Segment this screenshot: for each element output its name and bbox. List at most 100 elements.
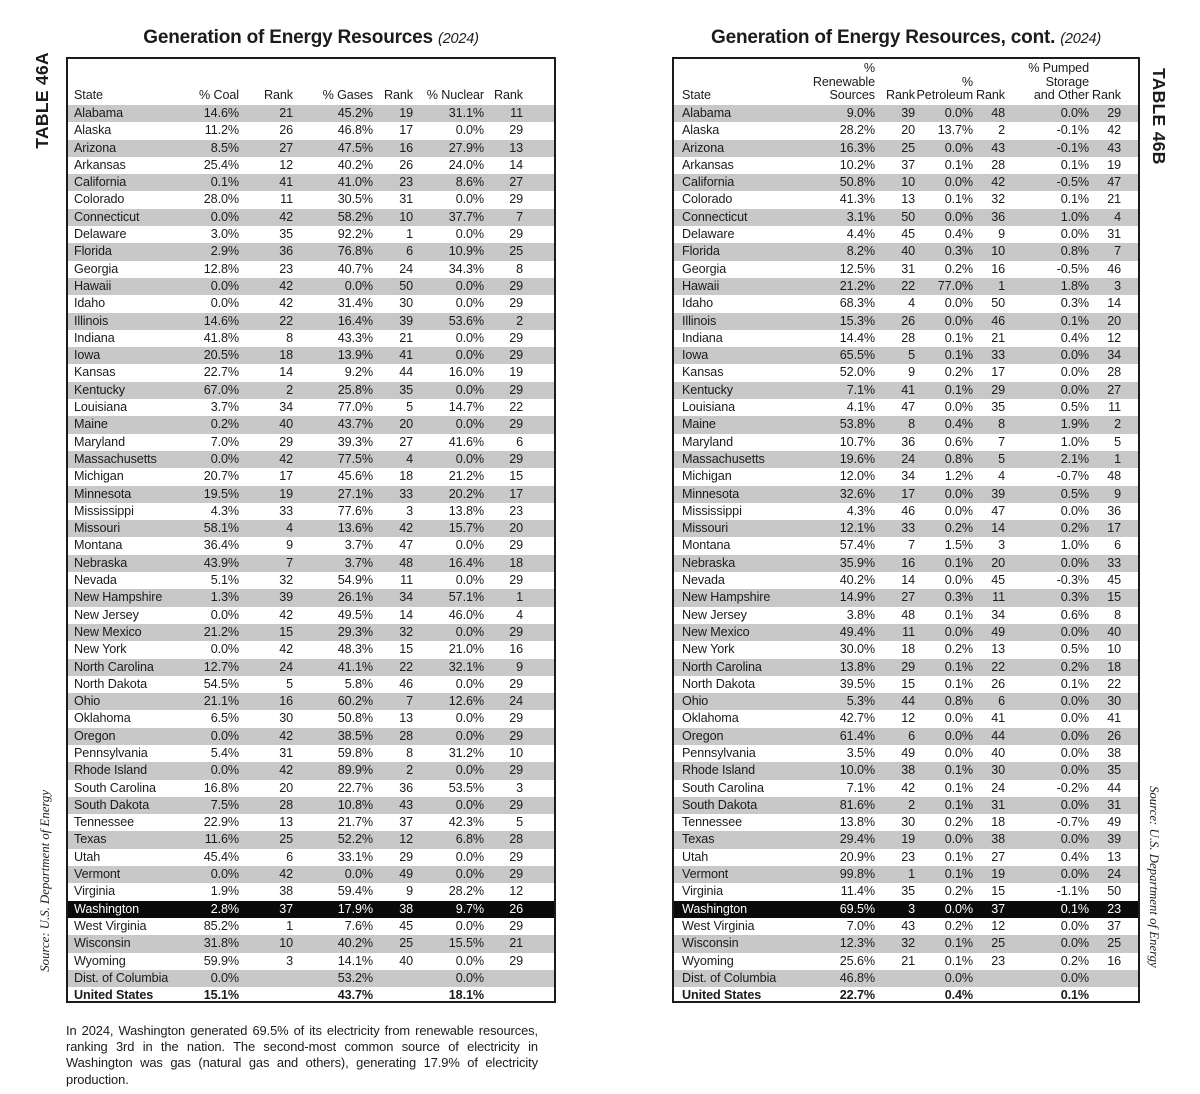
value-cell: 7 — [406, 694, 413, 709]
value-cell: 8 — [998, 417, 1005, 432]
value-cell: 0.4% — [944, 988, 973, 1003]
value-cell: 22 — [991, 659, 1005, 674]
value-cell: 76.8% — [337, 244, 373, 259]
table-row: North Dakota 39.5% 15 0.1% 26 0.1% 22 — [674, 676, 1138, 693]
value-cell: 0.0% — [210, 278, 239, 293]
state-name: Connecticut — [74, 209, 140, 224]
value-cell: 54.5% — [203, 676, 239, 691]
value-cell: 27 — [991, 849, 1005, 864]
state-name: Ohio — [682, 694, 709, 709]
state-name: Mississippi — [682, 503, 742, 518]
state-name: Florida — [74, 244, 112, 259]
value-cell: 42 — [1107, 123, 1121, 138]
value-cell: 28 — [991, 157, 1005, 172]
table-row: Missouri 58.1% 4 13.6% 42 15.7% 20 — [68, 520, 554, 538]
value-cell: 60.2% — [337, 694, 373, 709]
value-cell: 53.8% — [839, 417, 875, 432]
value-cell: 16 — [279, 694, 293, 709]
value-cell: 0.1% — [944, 867, 973, 882]
value-cell: 33 — [279, 503, 293, 518]
value-cell: 17 — [509, 486, 523, 501]
value-cell: 39 — [1107, 832, 1121, 847]
value-cell: 25.8% — [337, 382, 373, 397]
state-name: United States — [74, 988, 154, 1003]
value-cell: 26 — [509, 901, 523, 916]
value-cell: 5 — [1114, 434, 1121, 449]
value-cell: 16.0% — [448, 365, 484, 380]
value-cell: 22 — [1107, 676, 1121, 691]
value-cell: 3.5% — [846, 745, 875, 760]
state-name: Alaska — [74, 123, 112, 138]
value-cell: 18 — [901, 642, 915, 657]
value-cell — [484, 970, 523, 987]
state-name: North Dakota — [682, 676, 755, 691]
value-cell: 0.1% — [944, 555, 973, 570]
value-cell: 41 — [991, 711, 1005, 726]
value-cell: 41 — [279, 175, 293, 190]
value-cell: 29 — [509, 296, 523, 311]
value-cell: 6 — [908, 728, 915, 743]
value-cell: 16.8% — [203, 780, 239, 795]
value-cell: 2 — [1114, 417, 1121, 432]
column-header: % Coal — [174, 89, 239, 103]
value-cell: 0.0% — [944, 313, 973, 328]
value-cell: 9 — [908, 365, 915, 380]
value-cell: 45 — [991, 573, 1005, 588]
value-cell: 17 — [399, 123, 413, 138]
value-cell: 85.2% — [203, 918, 239, 933]
value-cell: 24 — [1107, 867, 1121, 882]
value-cell: 0.2% — [944, 918, 973, 933]
value-cell: 0.0% — [455, 348, 484, 363]
value-cell: 14.4% — [839, 330, 875, 345]
value-cell: 52.0% — [839, 365, 875, 380]
value-cell: 2 — [998, 123, 1005, 138]
state-name: Alabama — [74, 106, 124, 120]
value-cell: 29 — [509, 676, 523, 691]
value-cell: 0.0% — [1060, 694, 1089, 709]
value-cell: 12.0% — [839, 469, 875, 484]
value-cell: 20.9% — [839, 849, 875, 864]
value-cell: 29 — [509, 382, 523, 397]
table-row: Wisconsin 31.8% 10 40.2% 25 15.5% 21 — [68, 935, 554, 953]
value-cell: 29 — [509, 867, 523, 882]
value-cell: 22.7% — [839, 988, 875, 1003]
value-cell: -0.1% — [1056, 123, 1090, 138]
column-header-line: Rank — [976, 88, 1005, 103]
value-cell: 18 — [509, 555, 523, 570]
value-cell: 29 — [509, 849, 523, 864]
value-cell: 0.1% — [1060, 676, 1089, 691]
table-row: Pennsylvania 5.4% 31 59.8% 8 31.2% 10 — [68, 745, 554, 762]
value-cell: 20 — [509, 521, 523, 536]
value-cell: 34 — [1107, 348, 1121, 363]
value-cell: 29 — [509, 451, 523, 466]
value-cell: 14.9% — [839, 590, 875, 605]
value-cell: 1 — [516, 590, 523, 605]
value-cell: 39.3% — [337, 434, 373, 449]
table-row: Michigan 20.7% 17 45.6% 18 21.2% 15 — [68, 468, 554, 485]
value-cell: 15.3% — [839, 313, 875, 328]
value-cell: 42 — [279, 296, 293, 311]
value-cell: 11.6% — [204, 832, 239, 847]
value-cell: 14.7% — [448, 400, 484, 415]
value-cell: 35 — [279, 227, 293, 242]
value-cell: 7.0% — [210, 434, 239, 449]
value-cell: 25 — [279, 832, 293, 847]
value-cell: 5 — [516, 815, 523, 830]
value-cell: 29 — [901, 659, 915, 674]
table-row: Colorado 28.0% 11 30.5% 31 0.0% 29 — [68, 191, 554, 208]
value-cell: 23 — [991, 953, 1005, 968]
value-cell: 0.0% — [455, 296, 484, 311]
value-cell: 27 — [279, 140, 293, 155]
state-name: Rhode Island — [682, 763, 756, 778]
state-name: Arizona — [74, 140, 117, 155]
column-header-line: Rank — [264, 88, 293, 103]
value-cell: -0.5% — [1056, 261, 1090, 276]
value-cell: 0.3% — [944, 244, 973, 259]
value-cell: 0.0% — [455, 797, 484, 812]
table-row: United States 22.7% 0.4% 0.1% — [674, 987, 1138, 1004]
table-row: Colorado 41.3% 13 0.1% 32 0.1% 21 — [674, 191, 1138, 208]
table-row: Utah 45.4% 6 33.1% 29 0.0% 29 — [68, 849, 554, 866]
value-cell: 29 — [509, 953, 523, 968]
value-cell: 26 — [1107, 728, 1121, 743]
value-cell: 31 — [991, 797, 1005, 812]
